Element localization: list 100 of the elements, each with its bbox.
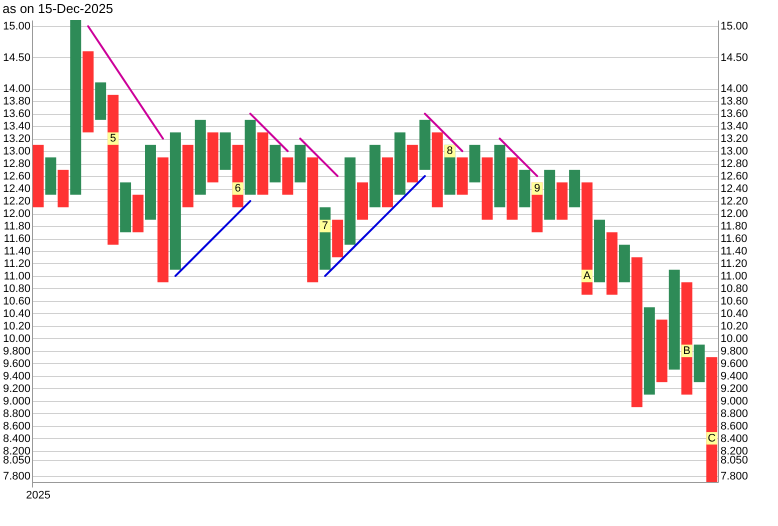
- bar: [132, 194, 144, 232]
- bar: [406, 144, 418, 182]
- y2-tick-label: 9.600: [720, 358, 748, 370]
- bar: [182, 144, 194, 208]
- bar: [194, 120, 206, 195]
- y-tick-label: 7.800: [2, 470, 30, 482]
- y2-tick-label: 9.400: [720, 370, 748, 382]
- bar: [157, 157, 168, 282]
- y2-tick-label: 11.20: [720, 258, 748, 270]
- bar: [307, 157, 318, 282]
- bar: [606, 232, 618, 295]
- bar: [108, 94, 119, 245]
- y-tick-label: 8.600: [2, 420, 30, 432]
- line-series: [324, 175, 426, 277]
- y-tick-label: 8.400: [2, 432, 30, 445]
- bar: [357, 182, 368, 220]
- y2-tick-label: 10.20: [720, 320, 748, 332]
- bar: [370, 144, 380, 208]
- y-tick-label: 11.40: [4, 246, 30, 258]
- y2-tick-label: 11.60: [720, 233, 748, 246]
- y2-tick-label: 12.40: [720, 183, 748, 196]
- y-tick-label: 12.40: [2, 183, 30, 196]
- bar: [207, 132, 218, 182]
- bar: [270, 144, 281, 182]
- y-tick-label: 10.00: [2, 332, 30, 345]
- annotation: 8: [446, 145, 453, 158]
- y-tick-label: 11.00: [4, 270, 30, 282]
- bar: [294, 144, 306, 182]
- y2-tick-label: 14.50: [720, 52, 748, 64]
- annotation: 6: [234, 182, 241, 195]
- annotation: 7: [322, 220, 328, 232]
- y2-tick-label: 8.400: [720, 432, 748, 445]
- y-tick-label: 9.000: [2, 395, 30, 408]
- y2-tick-label: 10.40: [720, 308, 748, 320]
- bar: [644, 307, 655, 395]
- y-tick-label: 15.00: [2, 20, 30, 33]
- bar: [145, 144, 156, 220]
- y-tick-label: 9.600: [2, 358, 30, 370]
- line-series: [424, 112, 464, 152]
- y2-tick-label: 13.80: [720, 96, 748, 108]
- bar: [544, 170, 556, 220]
- y-tick-label: 8.050: [2, 454, 30, 467]
- y2-tick-label: 13.60: [720, 108, 748, 120]
- y2-tick-label: 11.00: [720, 270, 748, 282]
- bar: [482, 157, 493, 220]
- bar: [282, 157, 294, 195]
- y2-tick-label: 12.20: [720, 196, 748, 208]
- y2-tick-label: 13.20: [720, 133, 748, 146]
- y2-tick-label: 12.60: [720, 170, 748, 183]
- bar: [45, 157, 56, 195]
- y-tick-label: 10.20: [2, 320, 30, 332]
- line-series: [87, 25, 164, 140]
- y2-tick-label: 8.800: [720, 408, 748, 420]
- y-tick-label: 12.00: [2, 208, 30, 220]
- y2-tick-label: 8.050: [720, 454, 748, 467]
- bar: [58, 170, 69, 208]
- y-tick-label: 13.60: [2, 108, 30, 120]
- bar: [594, 220, 605, 282]
- bar: [656, 320, 668, 382]
- bar: [694, 344, 705, 382]
- y-tick-label: 10.80: [2, 282, 30, 295]
- bar: [394, 132, 406, 195]
- bar: [519, 170, 530, 208]
- bar: [419, 120, 430, 170]
- y2-tick-label: 13.40: [720, 120, 748, 133]
- y2-tick-label: 11.40: [720, 246, 748, 258]
- bar: [344, 157, 356, 245]
- y-tick-label: 13.40: [2, 120, 30, 133]
- bar: [668, 270, 680, 370]
- y2-tick-label: 13.00: [720, 146, 748, 158]
- bar: [618, 244, 630, 282]
- bar: [82, 51, 94, 132]
- x-tick-label: 2025: [26, 490, 50, 502]
- y-tick-label: 10.60: [2, 295, 30, 308]
- bar: [582, 182, 593, 295]
- bar: [170, 132, 181, 270]
- bar: [469, 144, 480, 182]
- bar: [556, 182, 568, 220]
- y-tick-label: 14.00: [2, 83, 30, 96]
- y-tick-label: 14.50: [2, 52, 30, 64]
- y2-tick-label: 12.00: [720, 208, 748, 220]
- y2-tick-label: 7.800: [720, 470, 748, 482]
- bar: [332, 220, 344, 258]
- bar: [456, 157, 468, 195]
- annotation: B: [683, 344, 690, 357]
- y-tick-label: 12.20: [2, 196, 30, 208]
- bar: [95, 82, 106, 120]
- line-series: [299, 138, 339, 178]
- y-tick-label: 12.60: [2, 170, 30, 183]
- y-tick-label: 9.800: [2, 345, 30, 358]
- annotation: A: [583, 270, 592, 282]
- y-tick-label: 8.800: [2, 408, 30, 420]
- y-tick-label: 9.200: [2, 382, 30, 395]
- y2-tick-label: 11.80: [720, 220, 748, 233]
- y2-tick-label: 15.00: [720, 20, 748, 33]
- y2-tick-label: 8.600: [720, 420, 748, 432]
- y-tick-label: 13.20: [2, 133, 30, 146]
- y2-tick-label: 10.80: [720, 282, 748, 295]
- bar: [432, 132, 443, 208]
- bar: [706, 357, 718, 482]
